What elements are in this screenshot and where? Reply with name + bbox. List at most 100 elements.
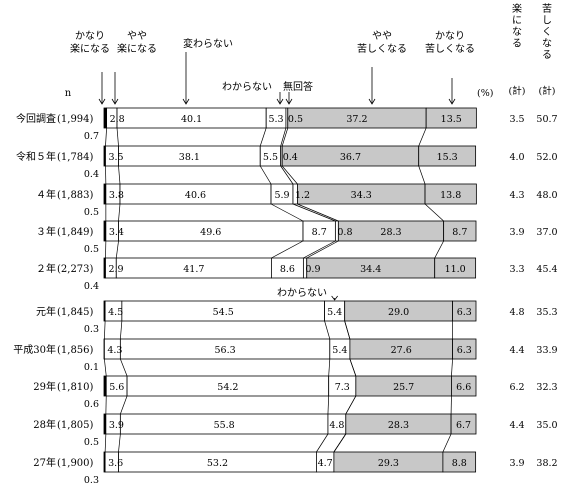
series-label-3-line-0: わからない (222, 81, 272, 93)
bar-row-2 (103, 183, 477, 205)
bar-segment-1-6 (418, 145, 477, 167)
bar-segment-5-6 (452, 300, 477, 322)
bar-row-4 (103, 257, 477, 279)
bars-layer (103, 107, 477, 473)
row-n-3: (1,849) (57, 227, 94, 238)
connector-5-3 (324, 320, 331, 340)
row-n-5: (1,845) (57, 307, 94, 318)
value-label-1-6: 15.3 (437, 152, 458, 163)
sum-value-9-1: 38.2 (536, 458, 557, 469)
extra-label-wakaranai: わからない (277, 287, 327, 299)
connector-1-2 (118, 165, 121, 185)
connector-2-3 (270, 203, 304, 222)
value-label-9-6: 8.8 (452, 458, 467, 469)
sum-header-0-char: に (512, 15, 522, 27)
row-n-8: (1,805) (57, 420, 94, 431)
pointer-arrow-head (276, 98, 284, 105)
bar-row-3 (103, 220, 477, 242)
bar-row-1 (103, 145, 477, 167)
sum-value-7-1: 32.3 (536, 382, 557, 393)
value-label-5-6: 6.3 (457, 307, 472, 318)
sum-value-6-1: 33.9 (536, 345, 557, 356)
bar-segment-4-6 (434, 257, 477, 279)
connector-0-3 (259, 127, 267, 147)
connector-6-6 (451, 358, 453, 377)
connector-2-2 (118, 203, 121, 222)
value-label-2-4: 1.2 (295, 190, 310, 201)
series-label-4-line-0: 無回答 (283, 80, 313, 93)
value-label-7-0: 0.6 (84, 399, 99, 410)
value-label-5-5: 29.0 (388, 307, 409, 318)
row-label-1: 令和５年 (16, 150, 56, 163)
series-label-6-line-1: 苦しくなる (425, 42, 475, 55)
connector-3-3 (271, 240, 304, 259)
value-label-4-1: 2.9 (108, 264, 123, 275)
connector-7-3 (327, 395, 330, 415)
value-label-3-5: 28.3 (380, 227, 401, 238)
connector-8-6 (442, 433, 452, 453)
value-label-9-5: 29.3 (378, 458, 399, 469)
value-label-2-6: 13.8 (440, 190, 461, 201)
connector-0-5 (281, 127, 289, 147)
value-label-8-5: 28.3 (388, 420, 409, 431)
bar-row-0 (103, 107, 477, 129)
series-label-1-line-1: 楽になる (117, 42, 157, 55)
sum-value-4-0: 3.3 (509, 264, 524, 275)
value-label-0-0: 0.7 (84, 131, 99, 142)
value-label-3-1: 3.4 (109, 227, 124, 238)
bar-row-5 (103, 300, 477, 322)
sum-value-3-1: 37.0 (536, 227, 557, 238)
sum-header-0-char: る (512, 38, 522, 50)
sum-value-0-1: 50.7 (536, 114, 557, 125)
connector-6-3 (328, 358, 331, 377)
pointer-arrow-head (448, 98, 456, 105)
value-label-2-0: 0.5 (84, 207, 99, 218)
bar-row-7 (103, 375, 477, 397)
value-label-6-0: 0.1 (84, 362, 99, 373)
series-label-6-line-0: かなり (435, 30, 465, 42)
value-label-1-0: 0.4 (84, 169, 99, 180)
sum-value-2-0: 4.3 (509, 190, 524, 201)
extra-arrow-head (331, 295, 338, 301)
connector-8-2 (118, 433, 121, 453)
row-n-0: (1,994) (57, 114, 94, 125)
connector-3-6 (434, 240, 444, 259)
series-label-0-line-0: かなり (75, 30, 105, 42)
row-label-5: 元年 (36, 305, 56, 318)
sum-value-9-0: 3.9 (509, 458, 524, 469)
value-label-4-5: 34.4 (360, 264, 381, 275)
sum-header-1-char: し (542, 15, 552, 27)
value-label-3-3: 8.7 (312, 227, 327, 238)
row-n-2: (1,883) (57, 190, 94, 201)
connector-1-4 (280, 165, 294, 185)
pointer-arrow-head (98, 98, 106, 105)
value-label-2-3: 5.9 (274, 190, 289, 201)
connector-2-4 (292, 203, 336, 222)
connector-3-4 (303, 240, 336, 259)
connector-1-6 (418, 165, 426, 185)
connector-0-1 (105, 127, 107, 147)
connector-6-1 (104, 358, 107, 377)
value-label-4-0: 0.4 (84, 281, 99, 292)
connector-8-5 (333, 433, 347, 453)
sum-value-0-0: 3.5 (509, 114, 524, 125)
value-label-0-4: 0.5 (288, 114, 303, 125)
sum-header-0-sub: (計) (509, 85, 526, 97)
connector-5-2 (120, 320, 123, 340)
value-label-9-3: 4.7 (318, 458, 333, 469)
connector-3-5 (306, 240, 339, 259)
value-label-1-5: 36.7 (340, 152, 361, 163)
value-label-8-6: 6.7 (456, 420, 471, 431)
row-n-7: (1,810) (57, 382, 94, 393)
row-n-4: (2,273) (57, 264, 94, 275)
bar-row-6 (103, 338, 477, 360)
value-label-2-2: 40.6 (185, 190, 206, 201)
value-label-6-6: 6.3 (457, 345, 472, 356)
value-label-0-2: 40.1 (181, 114, 202, 125)
connector-8-3 (316, 433, 329, 453)
value-label-9-0: 0.3 (84, 475, 99, 486)
row-label-7: 29年 (33, 380, 56, 393)
value-label-1-4: 0.4 (283, 152, 298, 163)
value-label-9-1: 3.6 (108, 458, 123, 469)
